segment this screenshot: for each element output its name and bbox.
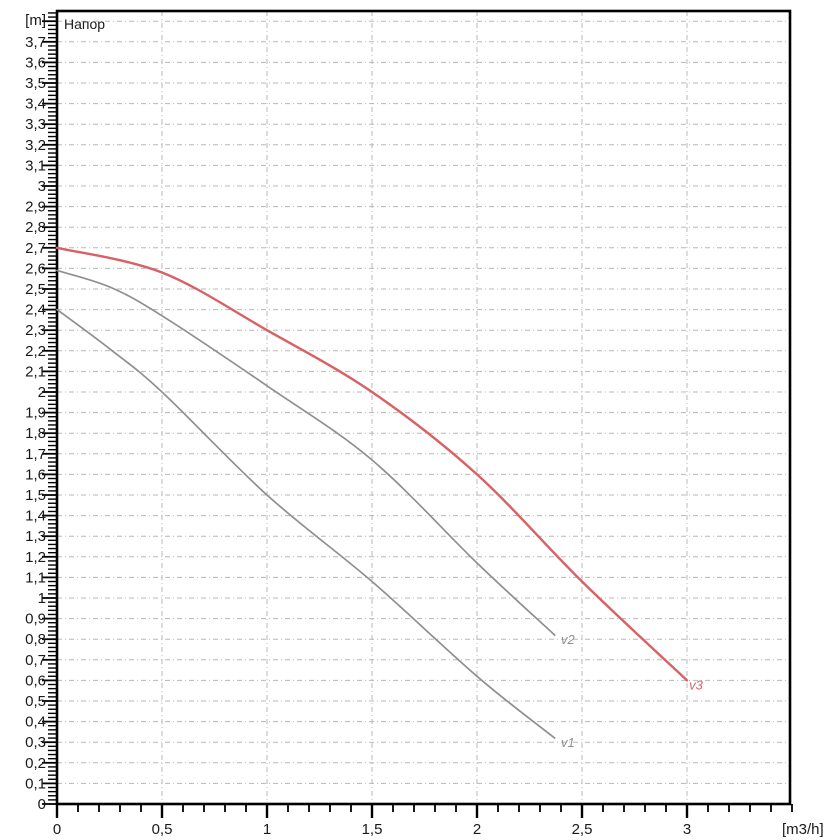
y-tick-label: 0,7 xyxy=(25,652,46,669)
y-tick-label: 2 xyxy=(38,384,46,401)
y-tick-label: 2,8 xyxy=(25,219,46,236)
y-tick-label: 0,5 xyxy=(25,693,46,710)
y-tick-label: 3 xyxy=(38,178,46,195)
y-tick-label: 3,7 xyxy=(25,34,46,51)
y-tick-label: 3,6 xyxy=(25,54,46,71)
y-tick-label: 1,9 xyxy=(25,405,46,422)
y-tick-label: 3,2 xyxy=(25,137,46,154)
plot-border xyxy=(55,9,792,806)
chart-title: Напор xyxy=(64,16,105,32)
pump-curves: v1 v2 v3 xyxy=(55,246,704,750)
curve-label-v2: v2 xyxy=(561,632,576,647)
y-tick-label: 2,4 xyxy=(25,302,46,319)
y-tick-label: 0,8 xyxy=(25,631,46,648)
y-tick-label: 3,5 xyxy=(25,75,46,92)
y-tick-label: 1,8 xyxy=(25,425,46,442)
curve-v2 xyxy=(56,269,556,636)
y-tick-label: 2,3 xyxy=(25,322,46,339)
y-axis-unit-label: [m] xyxy=(25,12,46,29)
tick-labels: 0 0,1 0,2 0,3 0,4 0,5 0,6 0,7 0,8 0,9 1 1,1 1,2 1,3 1,… xyxy=(25,34,691,838)
curve-v3 xyxy=(55,246,689,682)
y-tick-label: 0,1 xyxy=(25,775,46,792)
x-tick-label: 3 xyxy=(683,821,691,838)
y-tick-label: 2,7 xyxy=(25,240,46,257)
y-tick-label: 0 xyxy=(38,796,46,813)
x-tick-label: 1 xyxy=(263,821,271,838)
gridlines xyxy=(57,11,790,804)
x-tick-label: 2,5 xyxy=(572,821,593,838)
y-tick-label: 1,4 xyxy=(25,508,46,525)
y-tick-label: 2,5 xyxy=(25,281,46,298)
y-tick-label: 2,2 xyxy=(25,343,46,360)
x-tick-label: 0,5 xyxy=(152,821,173,838)
y-tick-label: 0,9 xyxy=(25,611,46,628)
x-tick-label: 2 xyxy=(473,821,481,838)
y-tick-label: 0,3 xyxy=(25,734,46,751)
y-tick-label: 0,2 xyxy=(25,755,46,772)
y-tick-label: 1,3 xyxy=(25,528,46,545)
x-axis-unit-label: [m3/h] xyxy=(782,821,824,838)
y-tick-label: 1,2 xyxy=(25,549,46,566)
x-tick-label: 1,5 xyxy=(362,821,383,838)
y-tick-label: 1,1 xyxy=(25,569,46,586)
y-tick-label: 2,6 xyxy=(25,260,46,277)
y-tick-label: 1,5 xyxy=(25,487,46,504)
curve-label-v1: v1 xyxy=(561,735,575,750)
y-tick-label: 3,4 xyxy=(25,96,46,113)
curve-label-v3: v3 xyxy=(689,678,704,693)
y-tick-label: 0,6 xyxy=(25,672,46,689)
y-tick-label: 1,6 xyxy=(25,466,46,483)
y-tick-label: 1 xyxy=(38,590,46,607)
y-tick-label: 3,3 xyxy=(25,116,46,133)
y-tick-label: 1,7 xyxy=(25,446,46,463)
plot-frame xyxy=(55,9,792,806)
y-tick-label: 3,1 xyxy=(25,157,46,174)
y-tick-label: 2,9 xyxy=(25,199,46,216)
y-tick-label: 2,1 xyxy=(25,363,46,380)
y-tick-label: 0,4 xyxy=(25,714,46,731)
axis-rulers xyxy=(42,12,793,818)
curve-v1 xyxy=(56,308,556,739)
x-tick-label: 0 xyxy=(53,821,61,838)
